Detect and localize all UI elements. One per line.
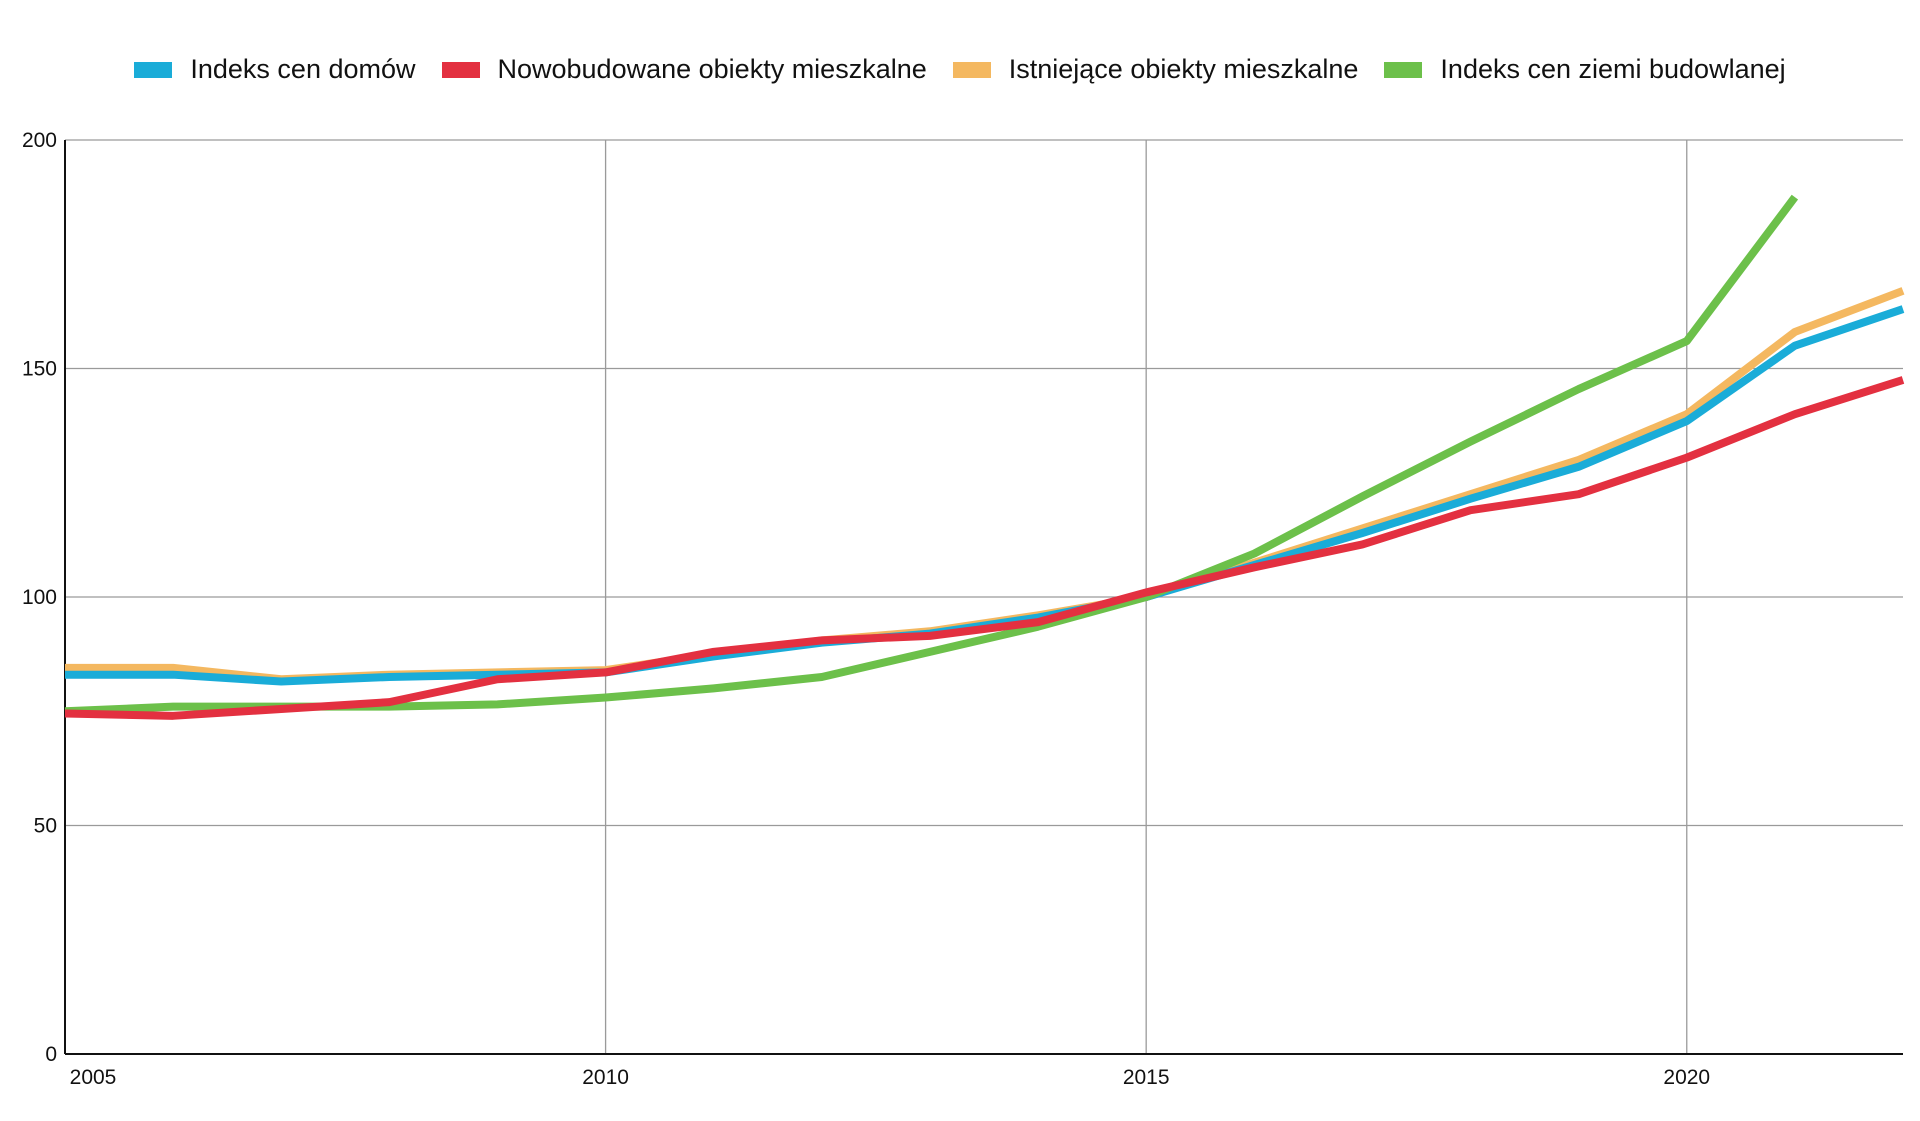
legend-label: Indeks cen ziemi budowlanej	[1440, 54, 1786, 84]
series-line-3	[64, 376, 1905, 720]
x-tick-label: 2010	[582, 1066, 629, 1089]
x-tick-label: 2005	[70, 1066, 117, 1089]
legend-swatch	[134, 61, 173, 78]
legend-swatch	[441, 61, 480, 78]
legend-item: Nowobudowane obiekty mieszkalne	[441, 54, 927, 85]
x-tick-label: 2020	[1663, 1066, 1710, 1089]
legend-item: Indeks cen ziemi budowlanej	[1384, 54, 1786, 85]
chart-legend: Indeks cen domów Nowobudowane obiekty mie…	[0, 54, 1920, 85]
legend-label: Nowobudowane obiekty mieszkalne	[497, 54, 927, 84]
legend-swatch	[952, 61, 991, 78]
y-tick-label: 0	[45, 1043, 57, 1066]
y-tick-label: 100	[22, 586, 57, 609]
legend-label: Istniejące obiekty mieszkalne	[1008, 54, 1359, 84]
legend-item: Istniejące obiekty mieszkalne	[952, 54, 1359, 85]
y-tick-label: 150	[22, 358, 57, 381]
legend-swatch	[1384, 61, 1423, 78]
legend-item: Indeks cen domów	[134, 54, 416, 85]
series-line-0	[65, 287, 1905, 684]
x-tick-label: 2015	[1123, 1066, 1170, 1089]
legend-label: Indeks cen domów	[190, 54, 416, 84]
y-tick-label: 50	[34, 815, 57, 838]
y-tick-label: 200	[22, 129, 57, 152]
